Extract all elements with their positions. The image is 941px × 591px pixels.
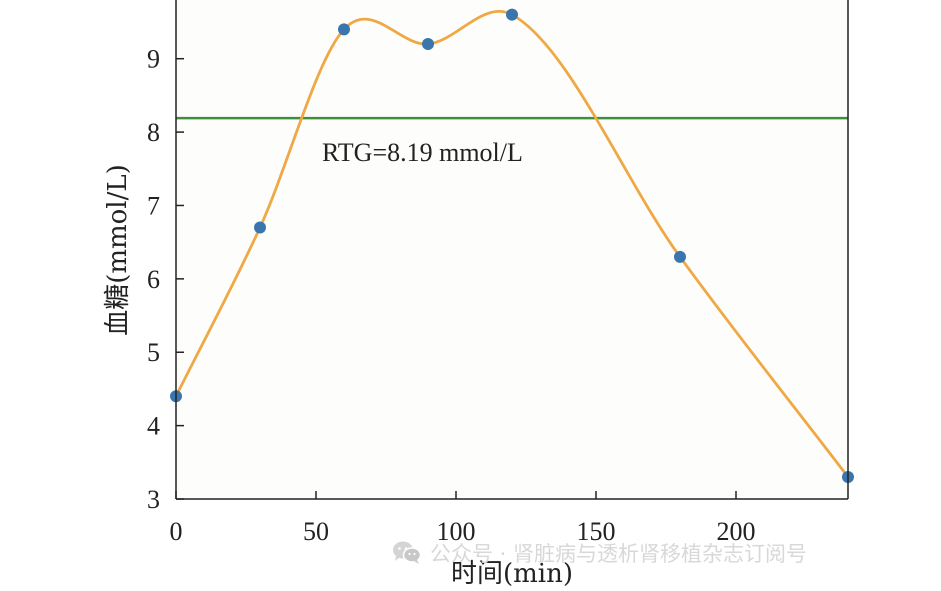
y-tick-label: 8	[147, 118, 160, 147]
x-axis-title: 时间(min)	[451, 559, 573, 589]
data-point	[254, 221, 266, 234]
data-point	[674, 250, 686, 263]
x-tick-label: 50	[303, 517, 329, 546]
y-ticks: 3 4 5 6 7 8 9	[147, 45, 184, 514]
plot-background	[176, 0, 848, 499]
y-tick-label: 4	[147, 412, 160, 441]
y-tick-label: 9	[147, 45, 160, 74]
y-tick-label: 3	[147, 485, 160, 514]
wechat-icon	[393, 541, 422, 564]
x-tick-label: 200	[717, 517, 756, 546]
x-tick-label: 100	[437, 517, 476, 546]
x-ticks: 0 50 100 150 200	[170, 491, 756, 546]
y-tick-label: 6	[147, 265, 160, 294]
data-point	[338, 23, 350, 36]
y-tick-label: 7	[147, 191, 160, 220]
x-tick-label: 150	[577, 517, 616, 546]
threshold-layer: RTG=8.19 mmol/L	[176, 116, 848, 167]
watermark-text: 公众号 · 肾脏病与透析肾移植杂志订阅号	[430, 542, 808, 566]
y-axis-title: 血糖(mmol/L)	[103, 164, 133, 336]
y-tick-label: 5	[147, 338, 160, 367]
threshold-label: RTG=8.19 mmol/L	[322, 138, 523, 167]
x-tick-label: 0	[170, 517, 183, 546]
axes: 0 50 100 150 200 3 4 5 6 7 8 9	[147, 0, 849, 546]
data-point	[422, 38, 434, 51]
data-point	[506, 8, 518, 21]
watermark: 公众号 · 肾脏病与透析肾移植杂志订阅号	[392, 538, 807, 568]
